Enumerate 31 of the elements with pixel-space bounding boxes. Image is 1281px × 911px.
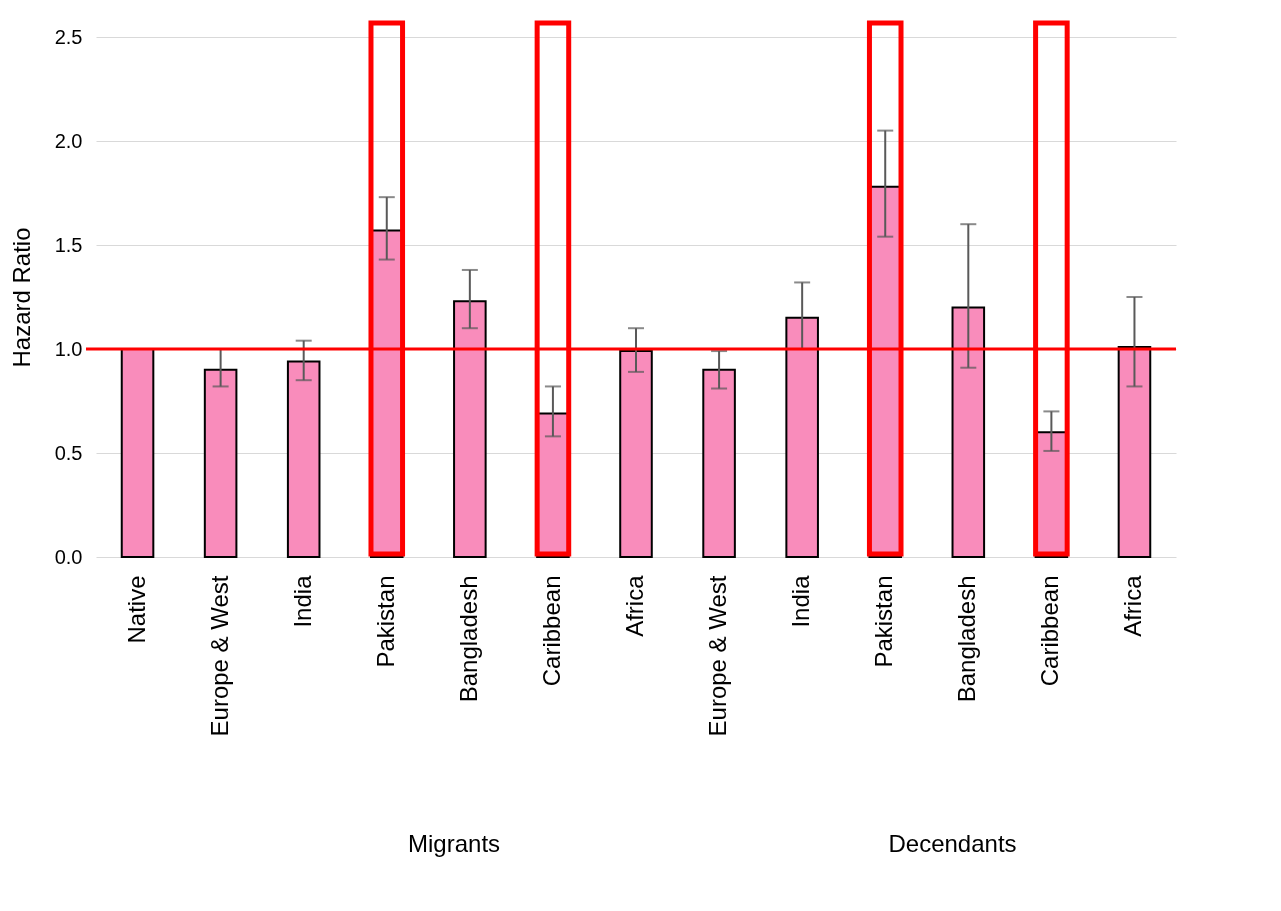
- y-tick-label: 2.5: [54, 25, 83, 48]
- x-tick-label: Caribbean: [537, 575, 565, 687]
- x-tick-label: Native: [122, 575, 150, 644]
- y-tick-label: 0.0: [54, 545, 83, 568]
- bar: [1117, 345, 1152, 558]
- y-tick-label: 2.0: [54, 129, 83, 152]
- bar: [951, 306, 986, 558]
- x-tick-label: Pakistan: [371, 575, 399, 668]
- x-tick-label: India: [288, 574, 316, 628]
- x-tick-label: Bangladesh: [454, 575, 482, 703]
- x-tick-label: Africa: [1119, 574, 1147, 637]
- text: Migrants: [408, 830, 501, 857]
- y-tick-label: 1.0: [54, 337, 83, 360]
- bar: [120, 348, 155, 558]
- bar: [286, 360, 321, 558]
- bar: [453, 300, 487, 558]
- bar: [203, 368, 238, 558]
- y-axis-title: Hazard Ratio: [7, 227, 35, 368]
- x-tick-label: Caribbean: [1036, 575, 1064, 687]
- x-tick-label: Pakistan: [870, 575, 898, 668]
- x-tick-label: Europe & West: [205, 575, 233, 737]
- text: Decendants: [888, 830, 1017, 857]
- y-tick-label: 0.5: [54, 441, 83, 464]
- bar: [785, 316, 819, 558]
- x-tick-label: Africa: [621, 574, 648, 637]
- x-tick-label: Europe & West: [704, 575, 732, 737]
- x-tick-label: Bangladesh: [953, 575, 981, 703]
- bar: [619, 350, 653, 558]
- y-tick-label: 1.5: [54, 233, 83, 256]
- x-tick-label: India: [787, 574, 815, 628]
- bar: [702, 368, 736, 558]
